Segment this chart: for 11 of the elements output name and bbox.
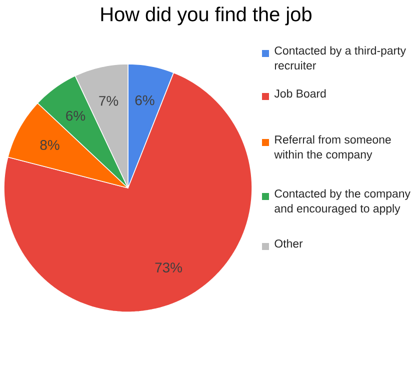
data-label: 8% (40, 140, 60, 150)
legend-label: Other (274, 239, 303, 248)
legend-label: Contacted by a third-party recruiter (274, 46, 406, 70)
data-label: 6% (135, 95, 154, 106)
legend-label: Referral from someone within the company (274, 135, 391, 161)
legend-label: Job Board (274, 89, 326, 98)
chart-title: How did you find the job (101, 6, 312, 26)
legend-label: Contacted by the company and encouraged to apply (274, 189, 410, 215)
data-label: 7% (99, 96, 118, 106)
data-label: 73% (155, 262, 182, 272)
data-label: 6% (66, 110, 86, 121)
